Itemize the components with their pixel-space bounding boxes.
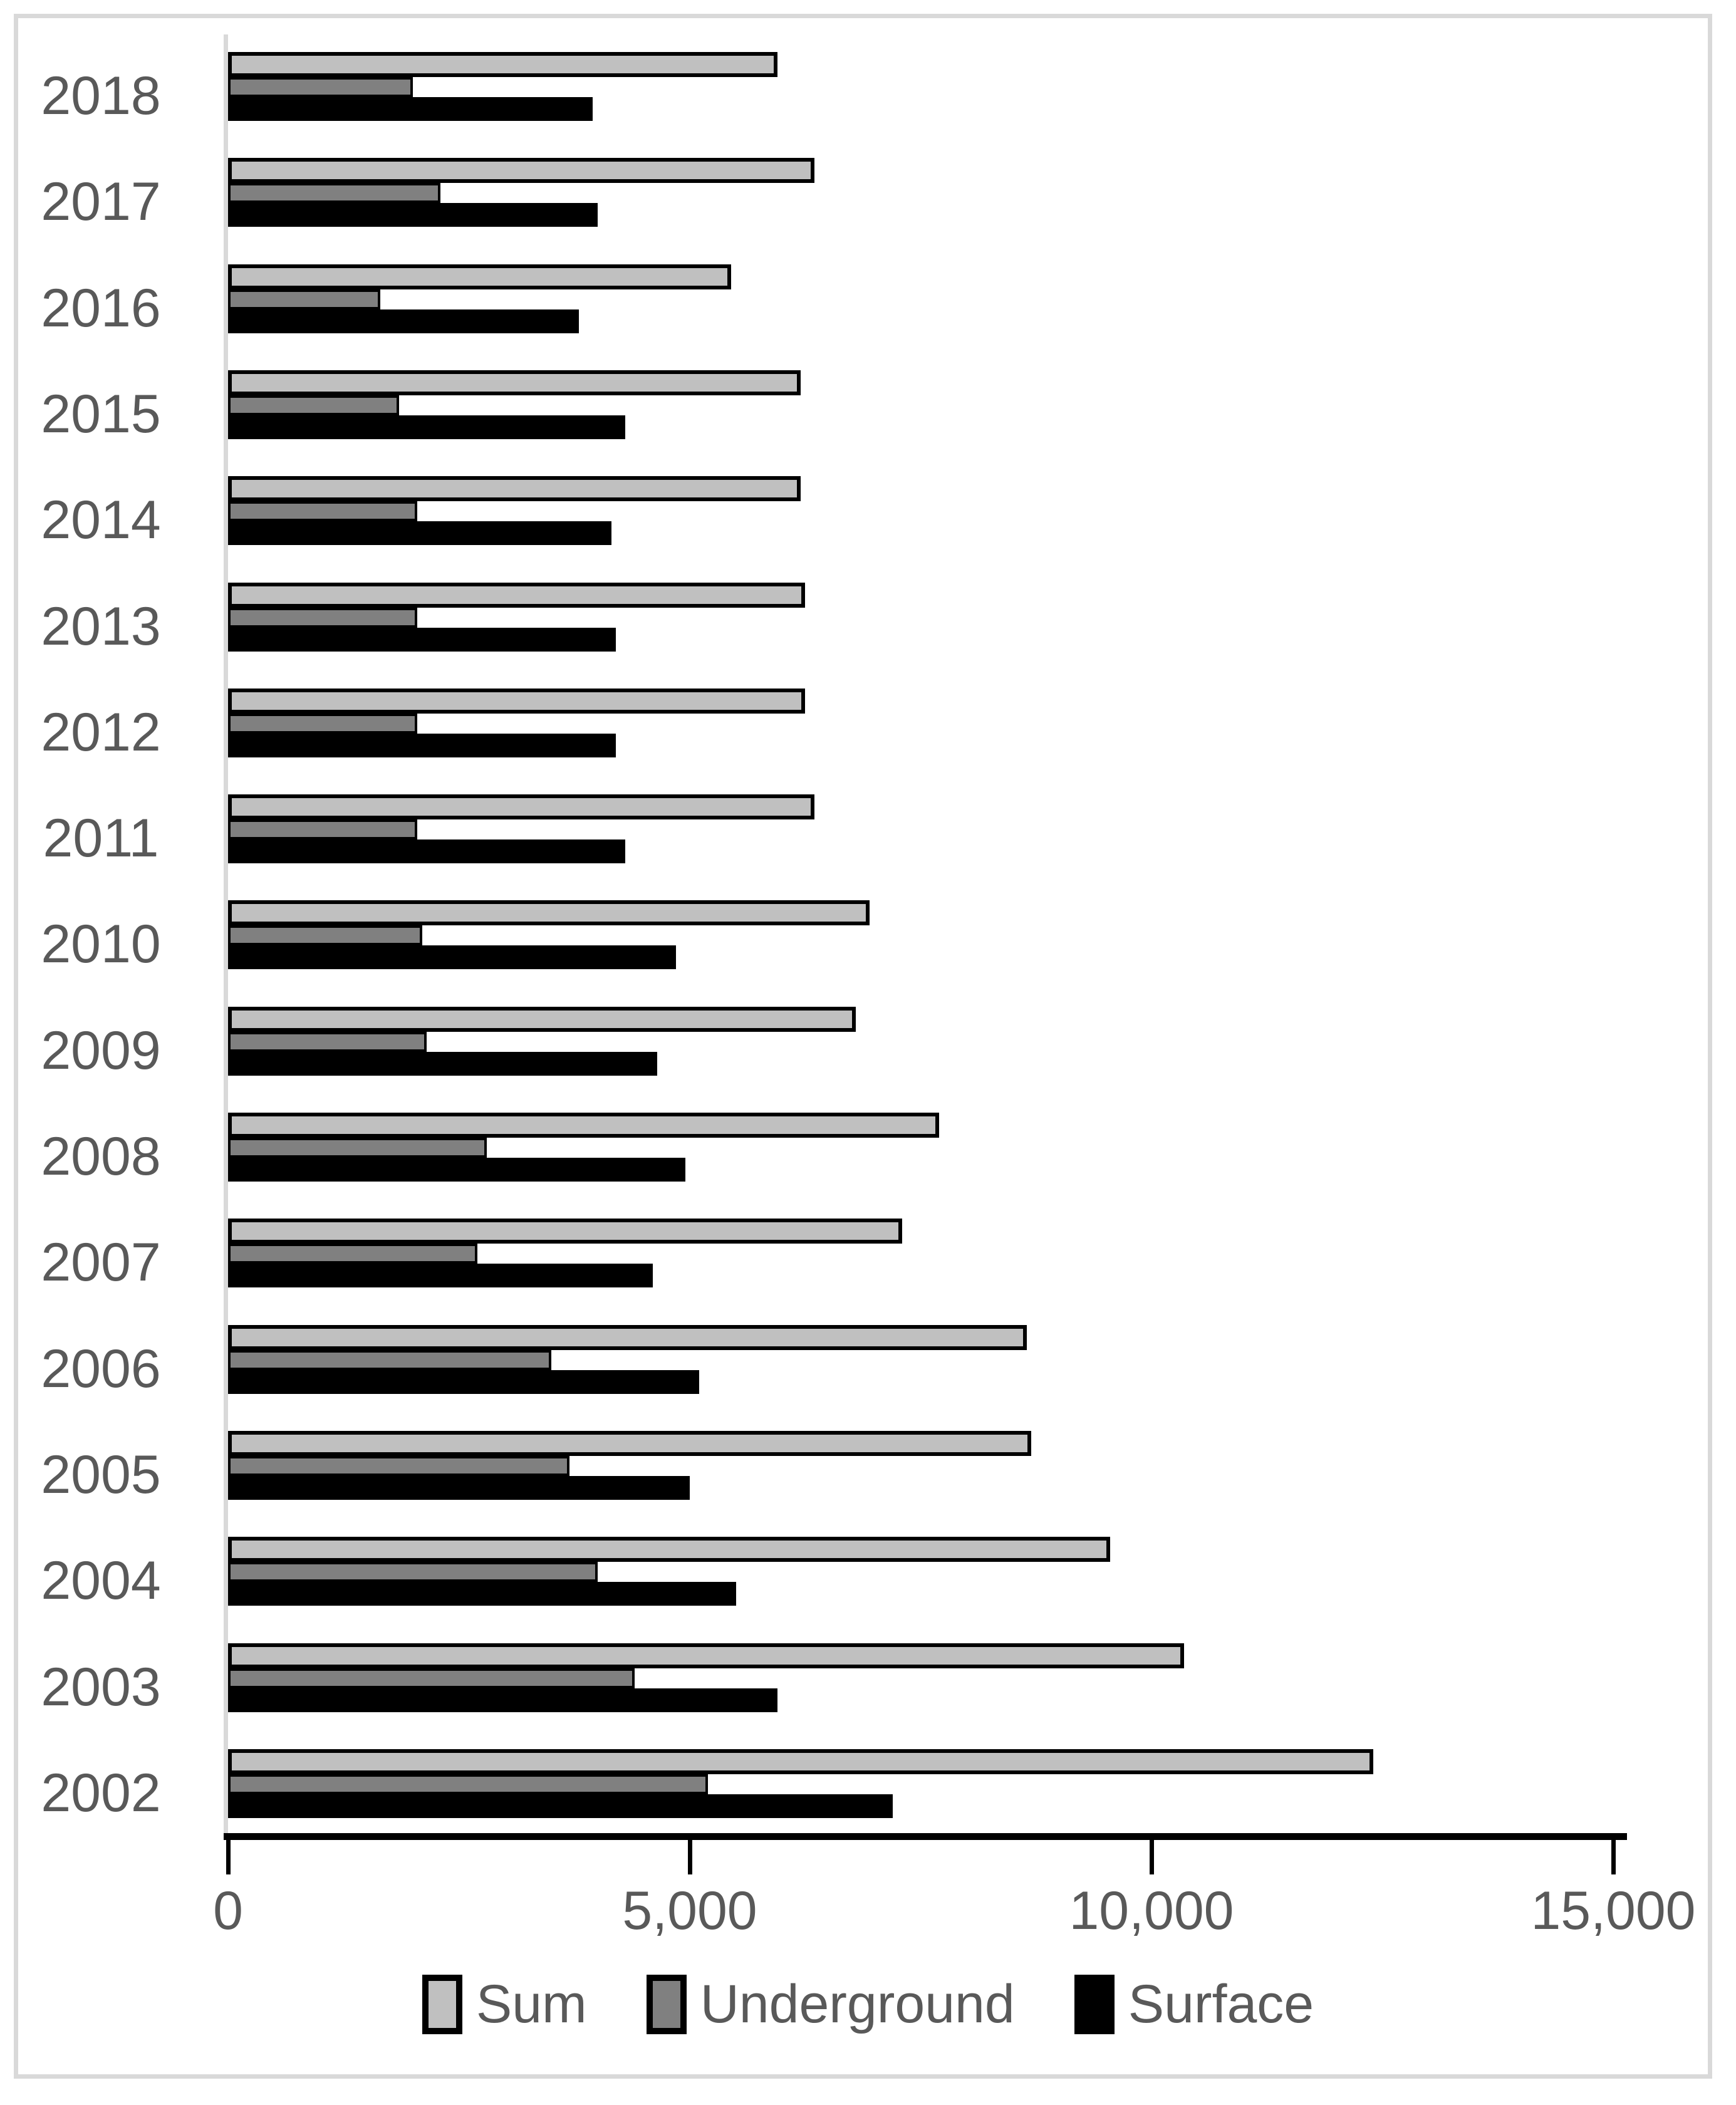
legend-label-surface: Surface — [1128, 1974, 1314, 2034]
bar-surface-2004 — [228, 1582, 736, 1606]
bar-sum-2013 — [228, 583, 805, 608]
bar-underground-2014 — [228, 501, 417, 521]
legend-item-surface: Surface — [1074, 1973, 1314, 2035]
x-axis-tick — [688, 1840, 692, 1874]
year-label: 2007 — [41, 1232, 161, 1293]
legend-swatch-sum — [422, 1975, 462, 2034]
bar-surface-2017 — [228, 203, 598, 227]
bar-sum-2011 — [228, 794, 814, 819]
bar-surface-2007 — [228, 1264, 653, 1287]
bar-sum-2018 — [228, 52, 777, 77]
bar-sum-2007 — [228, 1219, 902, 1244]
year-label: 2015 — [41, 383, 161, 444]
bar-surface-2003 — [228, 1688, 777, 1712]
year-label: 2002 — [41, 1762, 161, 1823]
x-tick-label: 5,000 — [622, 1881, 757, 1941]
y-axis-line — [224, 34, 228, 1833]
year-label: 2003 — [41, 1656, 161, 1717]
bar-underground-2016 — [228, 289, 380, 309]
bar-underground-2009 — [228, 1032, 427, 1052]
legend-label-underground: Underground — [700, 1974, 1015, 2034]
legend-item-underground: Underground — [646, 1973, 1015, 2035]
legend-swatch-underground — [646, 1975, 687, 2034]
year-label: 2008 — [41, 1126, 161, 1187]
bar-sum-2002 — [228, 1749, 1373, 1774]
legend-label-sum: Sum — [476, 1974, 587, 2034]
legend-swatch-surface — [1074, 1975, 1115, 2034]
bar-sum-2008 — [228, 1113, 939, 1138]
bar-sum-2009 — [228, 1007, 856, 1032]
x-axis-tick — [226, 1840, 231, 1874]
x-tick-label: 10,000 — [1069, 1881, 1234, 1941]
bar-sum-2016 — [228, 264, 731, 289]
bar-sum-2003 — [228, 1643, 1184, 1668]
bar-underground-2011 — [228, 819, 417, 839]
bar-underground-2015 — [228, 395, 399, 415]
year-label: 2006 — [41, 1338, 161, 1399]
bar-underground-2006 — [228, 1350, 551, 1370]
bar-underground-2005 — [228, 1456, 569, 1476]
year-label: 2011 — [43, 808, 159, 869]
bar-surface-2010 — [228, 945, 676, 969]
bar-sum-2017 — [228, 158, 814, 183]
x-axis-line — [224, 1833, 1627, 1840]
legend-item-sum: Sum — [422, 1973, 587, 2035]
x-axis-tick — [1611, 1840, 1616, 1874]
x-axis-tick — [1150, 1840, 1154, 1874]
year-label: 2017 — [41, 172, 161, 232]
bar-underground-2004 — [228, 1562, 598, 1582]
bar-underground-2018 — [228, 77, 413, 97]
year-label: 2009 — [41, 1020, 161, 1081]
legend: Sum Underground Surface — [0, 1973, 1736, 2035]
x-tick-label: 0 — [213, 1881, 243, 1941]
year-label: 2005 — [41, 1444, 161, 1505]
bar-surface-2002 — [228, 1794, 893, 1818]
bar-underground-2003 — [228, 1668, 635, 1688]
bar-sum-2010 — [228, 900, 870, 925]
bar-surface-2012 — [228, 734, 616, 757]
bar-surface-2013 — [228, 628, 616, 652]
bar-underground-2012 — [228, 714, 417, 734]
bar-surface-2015 — [228, 415, 625, 439]
year-label: 2018 — [41, 66, 161, 126]
chart-frame — [14, 14, 1712, 2079]
bar-sum-2004 — [228, 1537, 1110, 1562]
year-label: 2010 — [41, 914, 161, 975]
bar-underground-2010 — [228, 925, 422, 945]
bar-surface-2018 — [228, 97, 593, 121]
bar-sum-2015 — [228, 370, 801, 395]
bar-underground-2007 — [228, 1244, 477, 1264]
bar-surface-2011 — [228, 839, 625, 863]
bar-sum-2005 — [228, 1431, 1031, 1456]
year-label: 2013 — [41, 596, 161, 657]
bar-underground-2017 — [228, 183, 440, 203]
bar-surface-2014 — [228, 521, 611, 545]
bar-underground-2002 — [228, 1774, 708, 1794]
bar-surface-2005 — [228, 1476, 690, 1500]
bar-surface-2016 — [228, 309, 579, 333]
x-tick-label: 15,000 — [1531, 1881, 1696, 1941]
year-label: 2012 — [41, 702, 161, 762]
bar-sum-2014 — [228, 476, 801, 501]
bar-surface-2009 — [228, 1052, 657, 1076]
bar-surface-2006 — [228, 1370, 699, 1394]
bar-sum-2012 — [228, 689, 805, 714]
year-label: 2004 — [41, 1551, 161, 1611]
bar-sum-2006 — [228, 1325, 1027, 1350]
year-label: 2014 — [41, 490, 161, 551]
bar-underground-2013 — [228, 608, 417, 628]
bar-surface-2008 — [228, 1158, 685, 1182]
bar-underground-2008 — [228, 1138, 487, 1158]
year-label: 2016 — [41, 278, 161, 338]
